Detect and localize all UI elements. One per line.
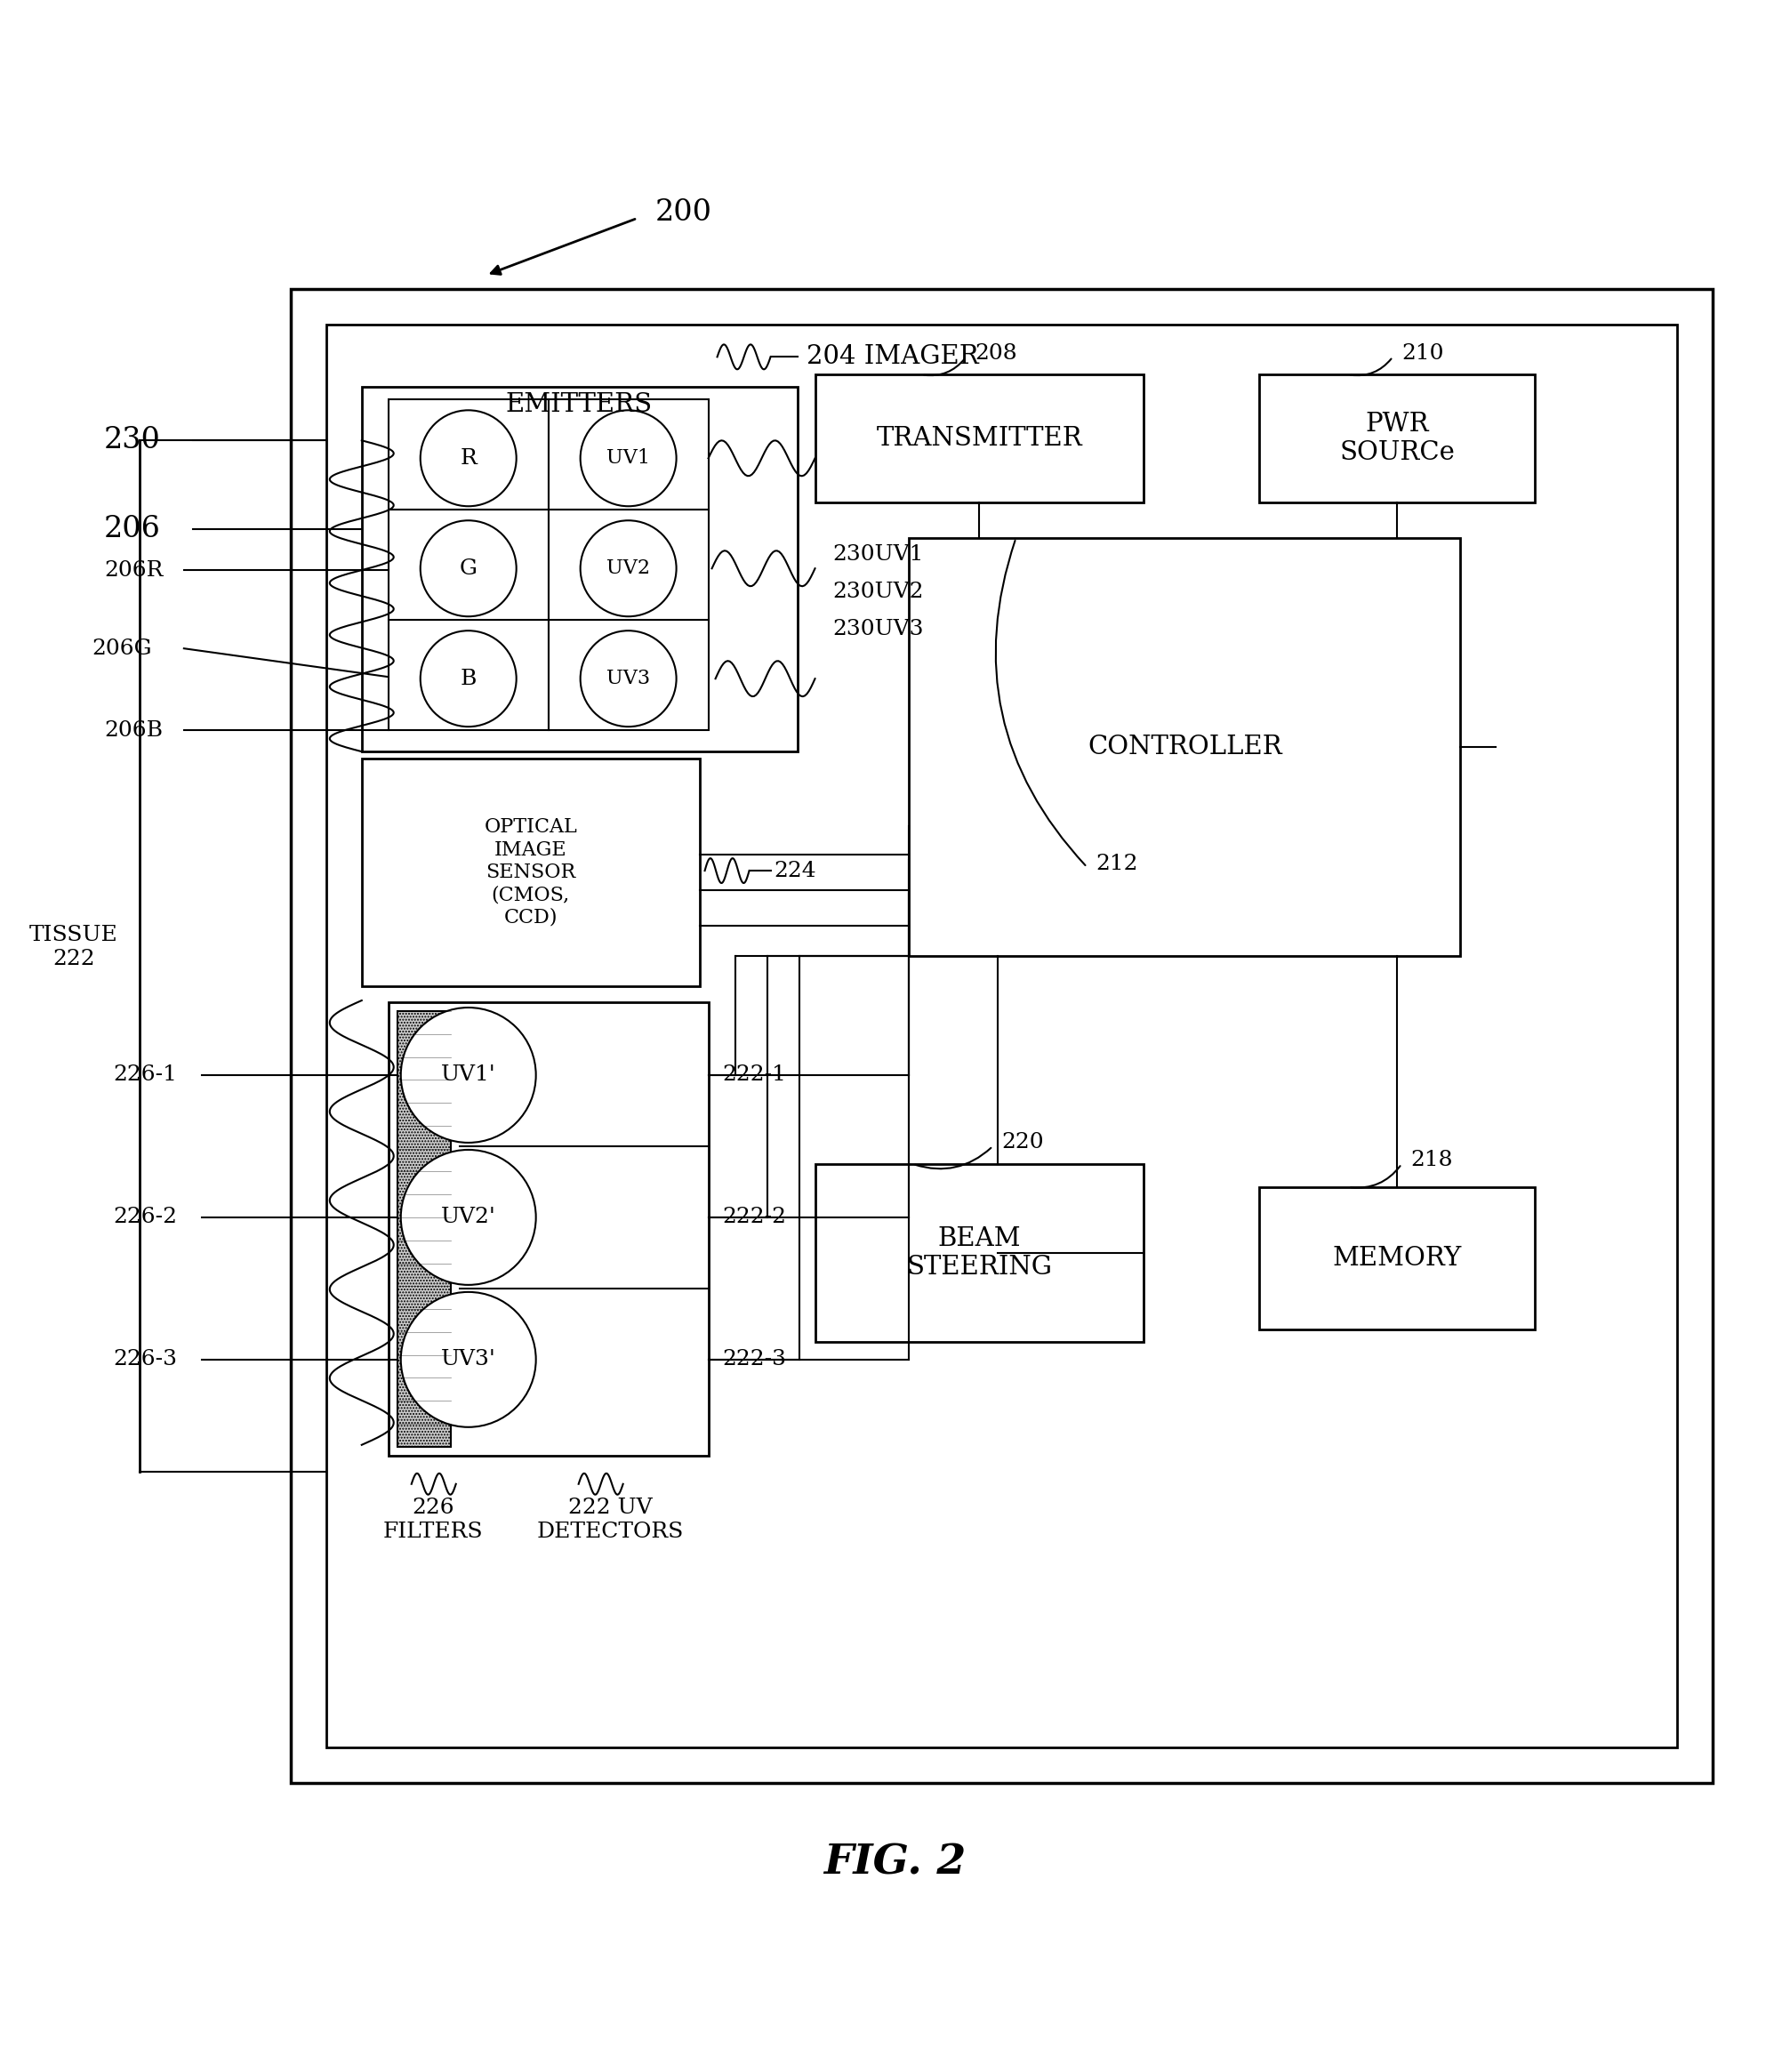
FancyBboxPatch shape <box>397 1011 451 1446</box>
Text: 230UV2: 230UV2 <box>832 582 924 601</box>
Bar <box>1260 375 1536 503</box>
Text: MEMORY: MEMORY <box>1332 1245 1462 1270</box>
Text: G: G <box>460 557 478 578</box>
Bar <box>326 325 1677 1747</box>
Text: 226
FILTERS: 226 FILTERS <box>383 1498 483 1542</box>
Text: UV2: UV2 <box>607 559 650 578</box>
Bar <box>290 290 1713 1782</box>
Text: 226-3: 226-3 <box>113 1349 177 1370</box>
Text: PWR
SOURCe: PWR SOURCe <box>1339 412 1455 466</box>
Text: UV3': UV3' <box>440 1349 496 1370</box>
Text: UV2': UV2' <box>440 1208 496 1227</box>
Circle shape <box>580 520 677 617</box>
Text: 222-2: 222-2 <box>723 1208 786 1227</box>
Bar <box>1260 1187 1536 1330</box>
Text: TRANSMITTER: TRANSMITTER <box>877 427 1083 452</box>
Circle shape <box>401 1007 535 1142</box>
Text: 206G: 206G <box>91 638 152 659</box>
Text: 210: 210 <box>1402 344 1445 363</box>
Text: R: R <box>460 448 476 468</box>
Text: OPTICAL
IMAGE
SENSOR
(CMOS,
CCD): OPTICAL IMAGE SENSOR (CMOS, CCD) <box>483 818 576 928</box>
Text: UV3: UV3 <box>607 669 650 688</box>
Text: UV1: UV1 <box>607 448 650 468</box>
Text: 222 UV
DETECTORS: 222 UV DETECTORS <box>537 1498 684 1542</box>
Bar <box>388 620 548 729</box>
Text: 230: 230 <box>104 427 161 454</box>
Text: 206B: 206B <box>104 719 163 740</box>
Text: 230UV3: 230UV3 <box>832 620 924 638</box>
Bar <box>388 400 548 510</box>
Text: CONTROLLER: CONTROLLER <box>1088 736 1282 760</box>
Text: FIG. 2: FIG. 2 <box>823 1842 967 1883</box>
Circle shape <box>421 410 516 506</box>
Circle shape <box>421 520 516 617</box>
Bar <box>548 510 709 620</box>
Bar <box>548 620 709 729</box>
Text: 206R: 206R <box>104 559 163 580</box>
Bar <box>362 387 797 752</box>
Bar <box>362 758 700 986</box>
Text: 218: 218 <box>1411 1150 1453 1171</box>
Text: UV1': UV1' <box>440 1065 496 1086</box>
Bar <box>388 510 548 620</box>
Circle shape <box>401 1150 535 1285</box>
Circle shape <box>580 630 677 727</box>
Text: BEAM
STEERING: BEAM STEERING <box>906 1227 1053 1280</box>
Bar <box>388 1003 709 1455</box>
Text: 222-3: 222-3 <box>723 1349 786 1370</box>
Text: 200: 200 <box>655 199 712 228</box>
Bar <box>548 400 709 510</box>
Text: 226-1: 226-1 <box>113 1065 177 1086</box>
Text: 226-2: 226-2 <box>113 1208 177 1227</box>
Text: 208: 208 <box>976 344 1017 363</box>
Text: 212: 212 <box>1095 854 1138 874</box>
Text: 222-1: 222-1 <box>723 1065 786 1086</box>
Circle shape <box>580 410 677 506</box>
Bar <box>814 1164 1144 1343</box>
Circle shape <box>421 630 516 727</box>
Bar <box>909 539 1461 955</box>
Bar <box>814 375 1144 503</box>
Text: 230UV1: 230UV1 <box>832 545 924 564</box>
Text: B: B <box>460 669 476 688</box>
Text: 204 IMAGER: 204 IMAGER <box>806 344 979 369</box>
Circle shape <box>401 1293 535 1428</box>
Text: 224: 224 <box>773 860 816 881</box>
Text: TISSUE
222: TISSUE 222 <box>29 924 118 970</box>
Text: 220: 220 <box>1002 1133 1044 1152</box>
Text: 206: 206 <box>104 516 161 543</box>
Text: EMITTERS: EMITTERS <box>505 392 652 416</box>
